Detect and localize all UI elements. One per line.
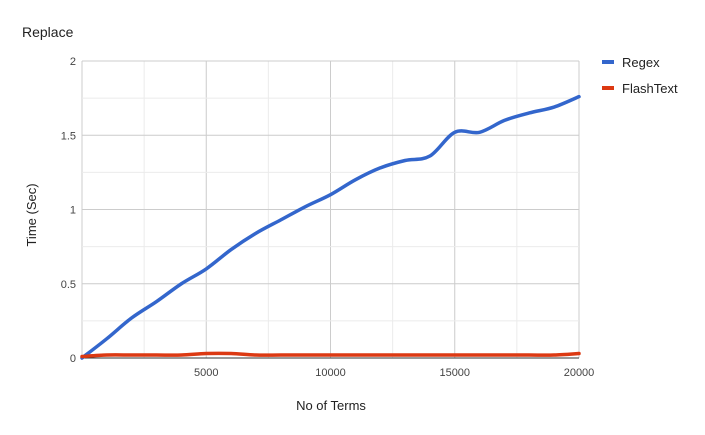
x-axis-label: No of Terms	[296, 398, 366, 413]
x-tick-label: 20000	[564, 367, 595, 379]
y-tick-label: 1	[70, 205, 76, 217]
legend-label: Regex	[622, 55, 660, 70]
legend-label: FlashText	[622, 81, 678, 96]
series-line-regex	[80, 94, 581, 360]
chart-title: Replace	[22, 24, 74, 40]
grid	[81, 60, 580, 359]
x-tick-label: 5000	[194, 367, 218, 379]
y-tick-label: 2	[70, 56, 76, 68]
y-tick-label: 1.5	[61, 130, 76, 142]
y-tick-label: 0	[70, 353, 76, 365]
y-tick-label: 0.5	[61, 279, 76, 291]
series-line-flashtext	[80, 351, 581, 359]
legend: Regex FlashText	[602, 55, 678, 96]
series-lines	[80, 94, 581, 360]
x-tick-label: 15000	[439, 367, 470, 379]
x-tick-label: 10000	[315, 367, 346, 379]
y-axis-ticks: 0 0.5 1 1.5 2	[61, 56, 76, 365]
y-axis-label: Time (Sec)	[24, 183, 39, 246]
x-axis-ticks: 5000 10000 15000 20000	[194, 367, 594, 379]
